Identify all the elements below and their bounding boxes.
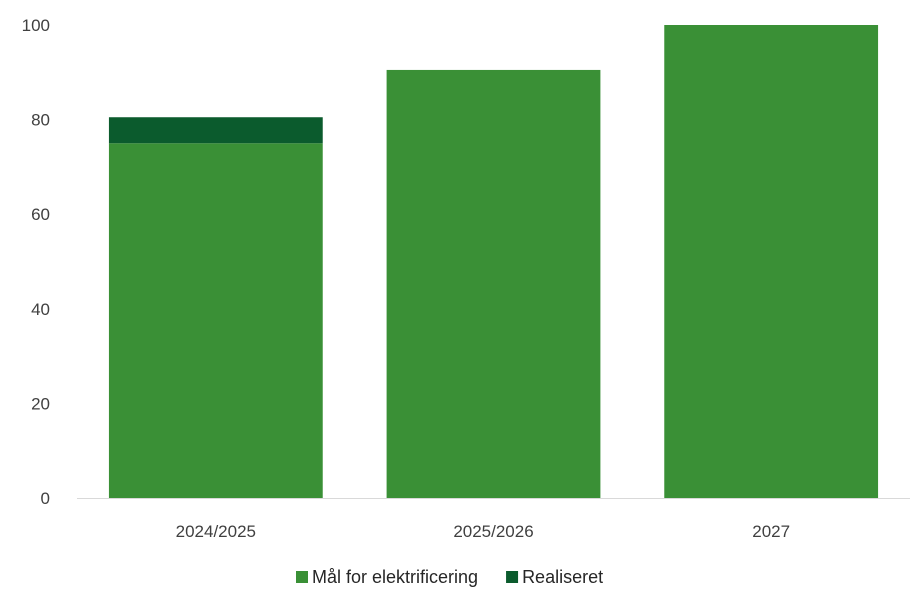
legend: Mål for elektrificering Realiseret (296, 567, 603, 587)
x-category-label: 2027 (752, 522, 790, 541)
legend-swatch-1 (506, 571, 519, 583)
x-category-label: 2025/2026 (453, 522, 533, 541)
x-axis-category-labels: 2024/2025 2025/2026 2027 (176, 522, 790, 541)
bar-realiseret-0 (108, 117, 323, 144)
legend-label-0: Mål for elektrificering (312, 567, 478, 587)
x-category-label: 2024/2025 (176, 522, 256, 541)
y-tick-label: 100 (22, 16, 50, 35)
y-tick-label: 60 (31, 205, 50, 224)
legend-swatch-0 (296, 571, 308, 583)
y-tick-label: 0 (41, 489, 50, 508)
y-axis-tick-labels: 0 20 40 60 80 100 (22, 16, 50, 508)
y-tick-label: 80 (31, 111, 50, 130)
bar-maal-0 (108, 143, 323, 498)
bar-maal-1 (386, 69, 601, 498)
bar-maal-2 (664, 25, 879, 498)
y-tick-label: 20 (31, 394, 50, 413)
y-tick-label: 40 (31, 300, 50, 319)
legend-label-1: Realiseret (522, 567, 603, 587)
bar-area (108, 25, 879, 498)
